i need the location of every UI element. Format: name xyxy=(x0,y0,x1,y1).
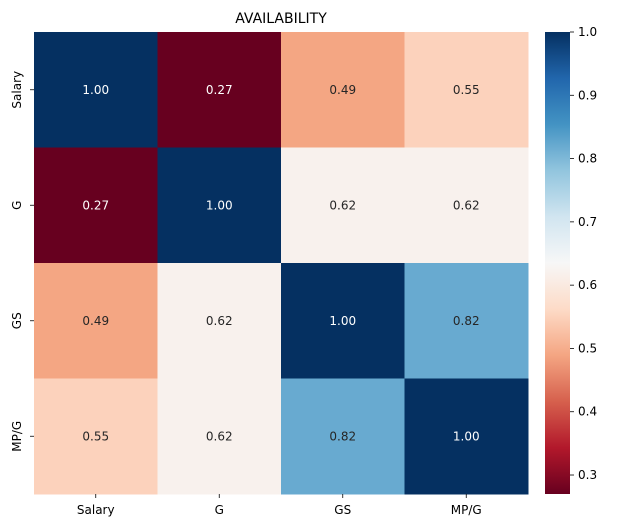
heatmap-value-0-1: 0.27 xyxy=(206,83,233,97)
row-tick-label-0: Salary xyxy=(10,71,24,109)
heatmap-cell-2-0 xyxy=(34,263,158,379)
heatmap-cell-1-2 xyxy=(281,147,405,264)
heatmap-value-3-3: 1.00 xyxy=(453,429,480,443)
heatmap-cell-0-3 xyxy=(404,32,529,148)
heatmap-value-3-1: 0.62 xyxy=(206,429,233,443)
heatmap-cell-1-1 xyxy=(157,147,282,264)
heatmap-value-1-1: 1.00 xyxy=(206,198,233,212)
colorbar-tick-label-4: 0.7 xyxy=(578,215,597,229)
colorbar-tick-label-6: 0.9 xyxy=(578,88,597,102)
row-tick-label-1: G xyxy=(10,201,24,210)
heatmap-cells: 1.00 0.27 0.49 0.55 0.27 1.00 0.62 0.62 0.49 0.62… xyxy=(34,32,529,495)
heatmap-cell-0-2 xyxy=(281,32,405,148)
colorbar-tick-label-2: 0.5 xyxy=(578,341,597,355)
row-tick-label-3: MP/G xyxy=(10,421,24,452)
heatmap-cell-2-1 xyxy=(157,263,282,379)
heatmap-value-0-2: 0.49 xyxy=(329,83,356,97)
heatmap-value-2-2: 1.00 xyxy=(329,314,356,328)
heatmap-cell-1-3 xyxy=(404,147,529,264)
colorbar-tick-label-1: 0.4 xyxy=(578,405,597,419)
col-tick-label-0: Salary xyxy=(77,503,115,517)
heatmap-value-0-0: 1.00 xyxy=(82,83,109,97)
heatmap-value-0-3: 0.55 xyxy=(453,83,480,97)
heatmap-value-3-2: 0.82 xyxy=(329,429,356,443)
col-tick-label-3: MP/G xyxy=(451,503,482,517)
heatmap-cell-3-3 xyxy=(404,378,529,495)
heatmap-value-2-1: 0.62 xyxy=(206,314,233,328)
row-tick-label-2: GS xyxy=(10,312,24,329)
heatmap-cell-0-0 xyxy=(34,32,158,148)
col-tick-label-1: G xyxy=(215,503,224,517)
heatmap-value-2-3: 0.82 xyxy=(453,314,480,328)
heatmap-value-2-0: 0.49 xyxy=(82,314,109,328)
heatmap-value-1-0: 0.27 xyxy=(82,198,109,212)
colorbar-tick-label-0: 0.3 xyxy=(578,468,597,482)
heatmap-cell-0-1 xyxy=(157,32,282,148)
heatmap-cell-2-2 xyxy=(281,263,405,379)
heatmap-cell-2-3 xyxy=(404,263,529,379)
heatmap-value-1-2: 0.62 xyxy=(329,198,356,212)
colorbar-tick-label-5: 0.8 xyxy=(578,152,597,166)
heatmap-cell-1-0 xyxy=(34,147,158,264)
row-tick-labels: Salary G GS MP/G xyxy=(10,71,34,452)
heatmap-cell-3-1 xyxy=(157,378,282,495)
colorbar-gradient xyxy=(545,32,570,494)
heatmap-cell-3-2 xyxy=(281,378,405,495)
heatmap-value-1-3: 0.62 xyxy=(453,198,480,212)
heatmap-value-3-0: 0.55 xyxy=(82,429,109,443)
heatmap-cell-3-0 xyxy=(34,378,158,495)
chart-title: AVAILABILITY xyxy=(235,11,327,27)
colorbar-tick-label-3: 0.6 xyxy=(578,278,597,292)
col-tick-label-2: GS xyxy=(334,503,351,517)
colorbar: 0.3 0.4 0.5 0.6 0.7 0.8 0.9 1.0 xyxy=(545,25,597,494)
column-tick-labels: Salary G GS MP/G xyxy=(77,494,482,517)
colorbar-tick-label-7: 1.0 xyxy=(578,25,597,39)
